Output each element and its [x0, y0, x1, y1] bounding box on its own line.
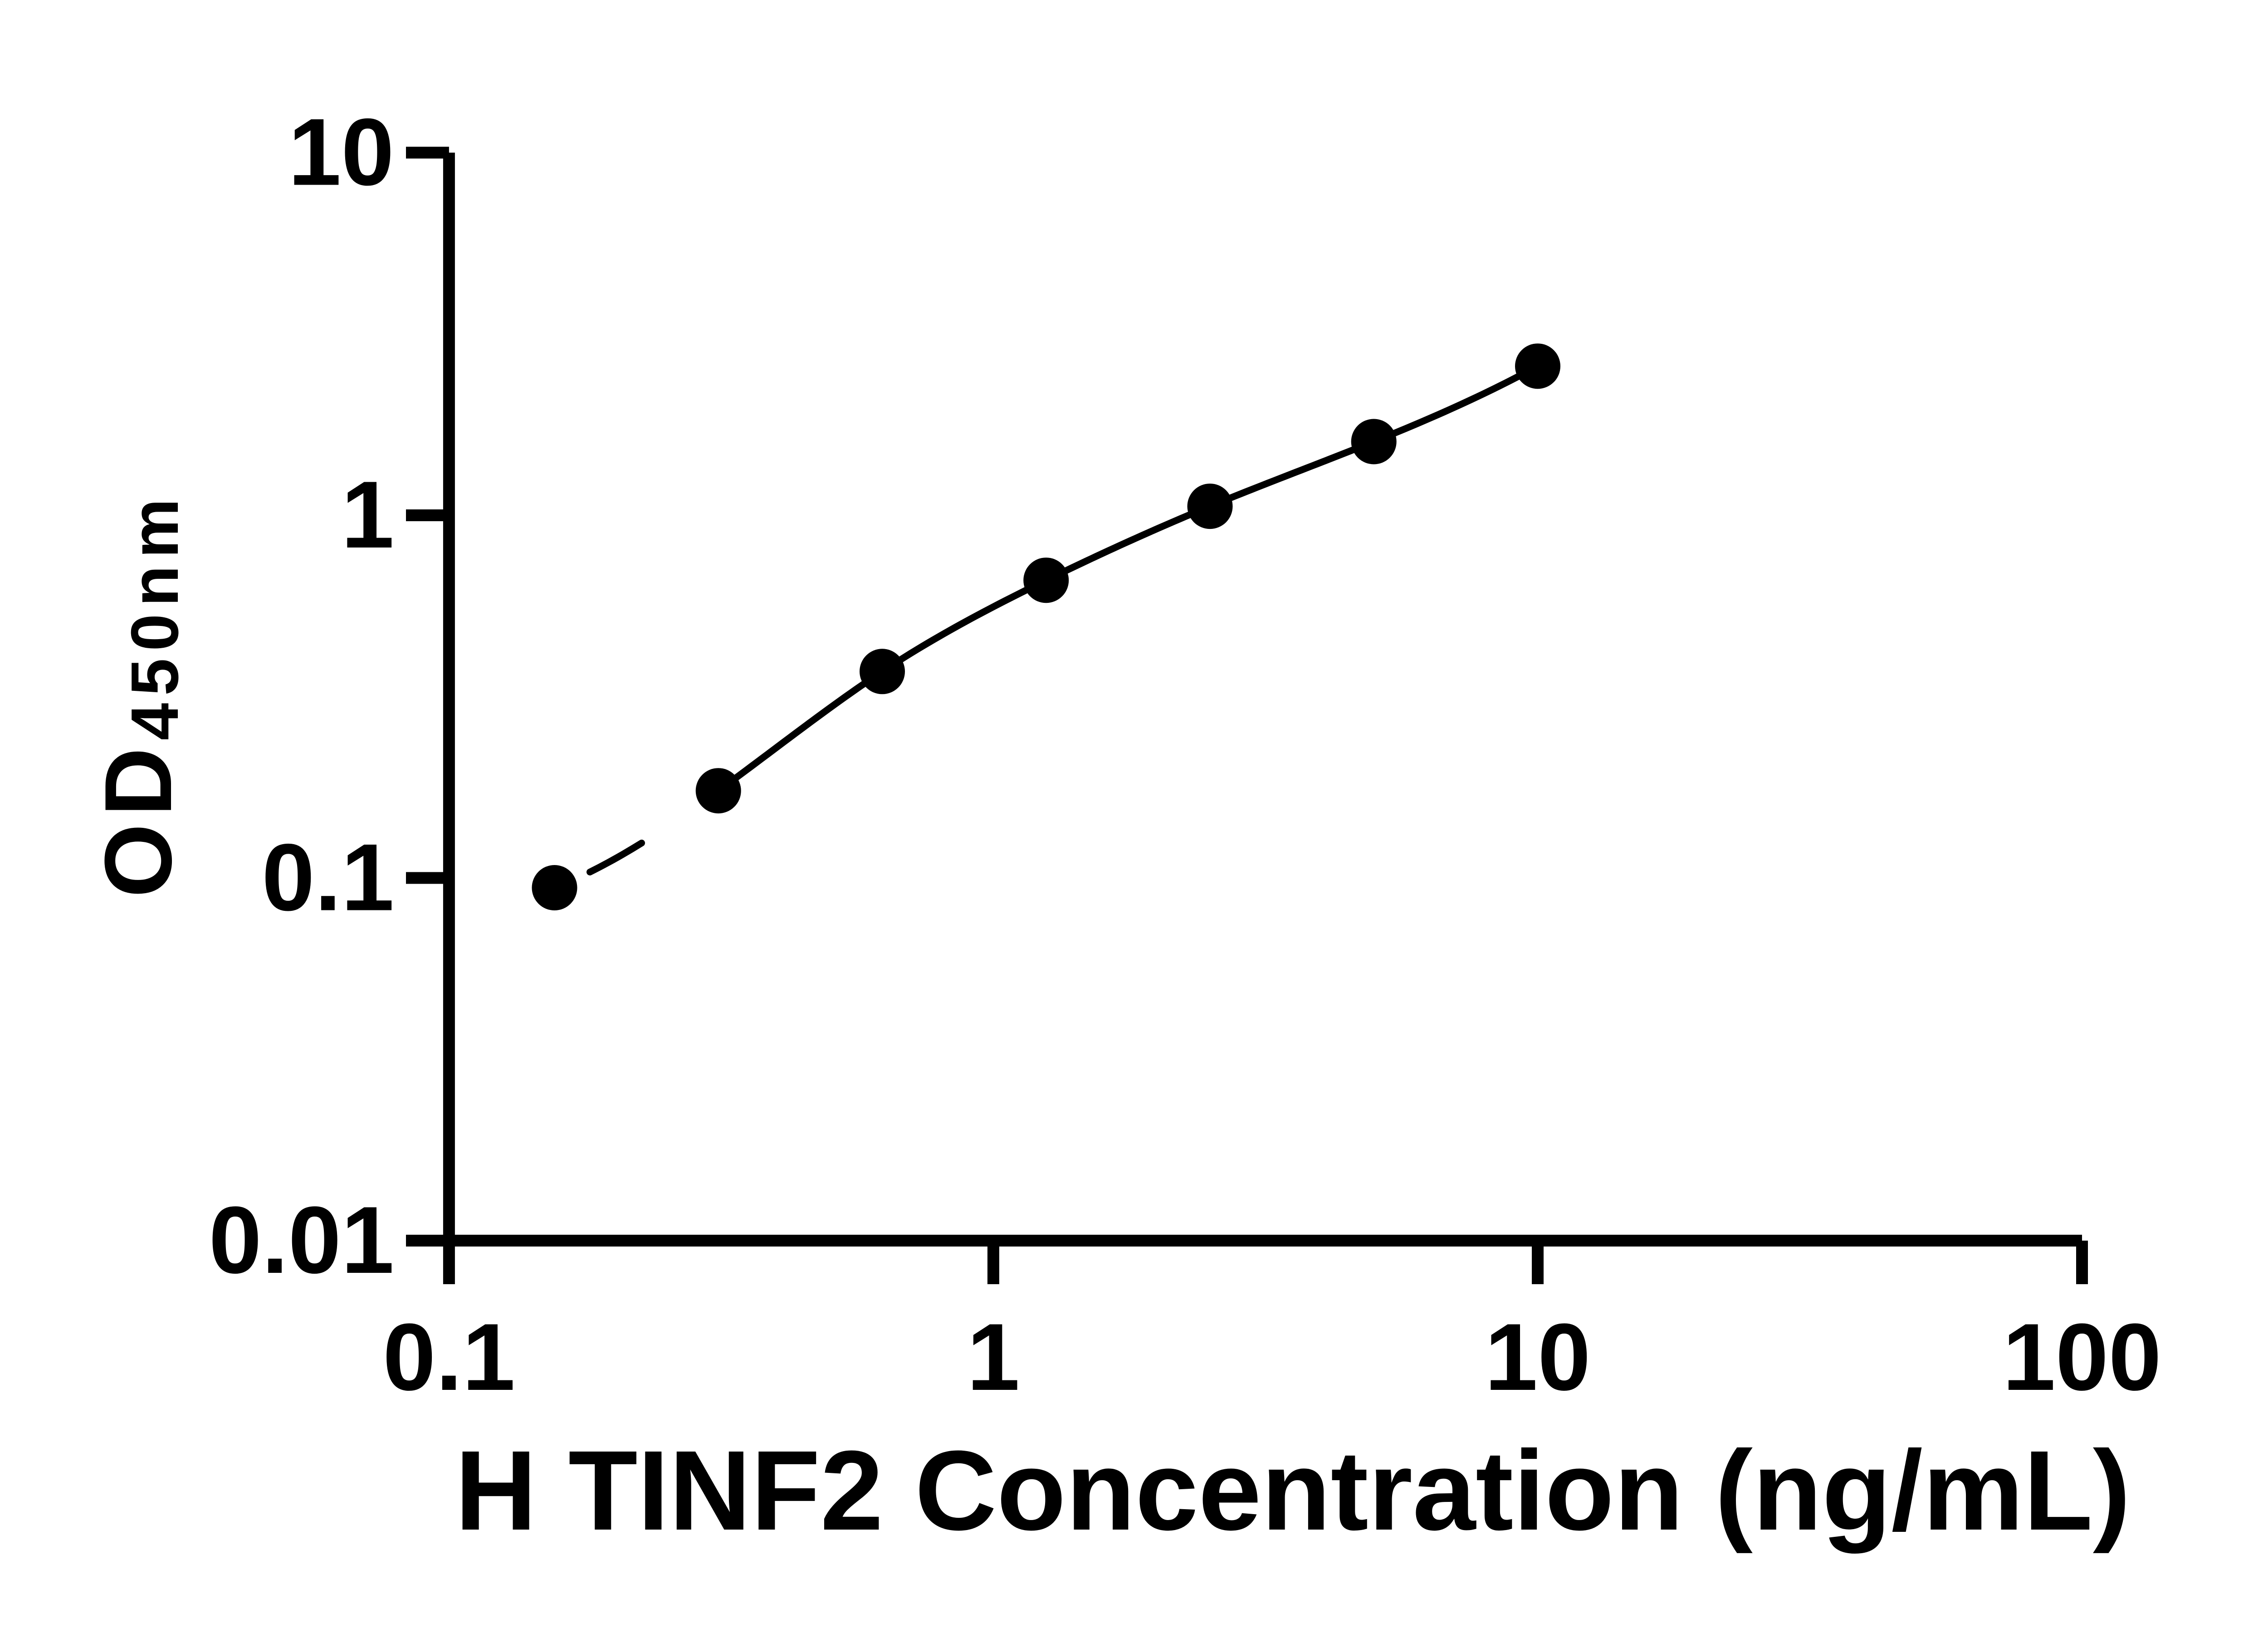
svg-text:10: 10 [288, 99, 394, 205]
svg-text:100: 100 [2003, 1304, 2161, 1410]
svg-text:0.01: 0.01 [209, 1187, 394, 1293]
svg-text:10: 10 [1485, 1304, 1591, 1410]
svg-text:1: 1 [341, 461, 394, 568]
svg-text:H TINF2 Concentration (ng/mL): H TINF2 Concentration (ng/mL) [455, 1427, 2131, 1554]
svg-text:1: 1 [967, 1304, 1020, 1410]
svg-text:0.1: 0.1 [383, 1304, 515, 1410]
svg-text:0.1: 0.1 [262, 824, 394, 931]
